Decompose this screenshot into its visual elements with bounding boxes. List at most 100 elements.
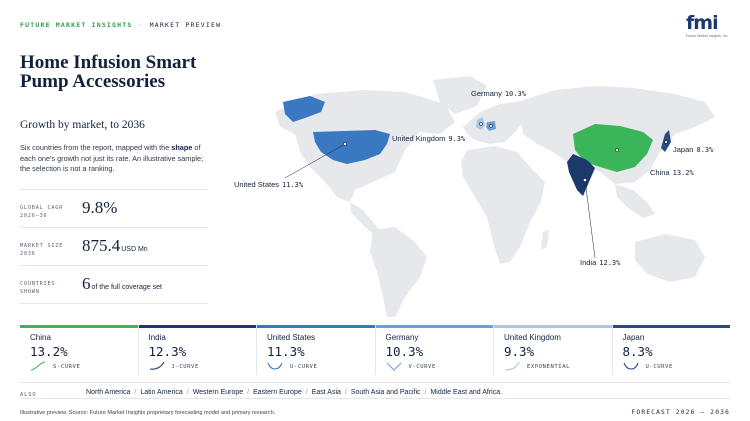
u-curve-icon	[622, 362, 639, 370]
description: Six countries from the report, mapped wi…	[20, 143, 204, 173]
india-marker	[583, 178, 587, 182]
header-separator: ·	[138, 21, 144, 29]
card-accent-bar	[612, 325, 730, 328]
country-card-india[interactable]: India 12.3% J-CURVE	[137, 325, 256, 375]
greenland-land	[433, 76, 487, 114]
map-label-pct: 11.3%	[282, 181, 304, 189]
region-link[interactable]: Middle East and Africa.	[430, 389, 503, 396]
country-card-japan[interactable]: Japan 8.3% U-CURVE	[611, 325, 730, 375]
map-label-japan: Japan 8.3%	[673, 145, 714, 154]
card-curve-type: EXPONENTIAL	[527, 364, 571, 370]
stat-label: COUNTRIES SHOWN	[20, 281, 56, 295]
africa-land	[461, 146, 545, 264]
south-america-land	[370, 227, 427, 317]
stats-divider	[20, 303, 208, 304]
u-curve-icon	[267, 362, 283, 370]
india-leader-line	[584, 179, 596, 259]
central-america-land	[350, 202, 380, 234]
header-bar: FUTURE MARKET INSIGHTS · MARKET PREVIEW	[20, 21, 221, 29]
country-card-uk[interactable]: United Kingdom 9.3% EXPONENTIAL	[493, 325, 612, 375]
card-accent-bar	[257, 325, 375, 328]
stat-unit: USD Mn	[121, 246, 148, 253]
country-card-germany[interactable]: Germany 10.3% V-CURVE	[374, 325, 493, 375]
country-cards: China 13.2% S-CURVE India 12.3% J-CURVE …	[20, 325, 730, 375]
uk-marker	[479, 122, 483, 126]
map-label-pct: 8.3%	[696, 146, 714, 154]
card-accent-bar	[20, 325, 138, 328]
fmi-logo: fmi Future Market Insights, Inc.	[686, 14, 730, 42]
page-subtitle: Growth by market, to 2036	[20, 119, 145, 131]
map-label-china: China 13.2%	[650, 168, 694, 177]
card-country-name: Japan	[622, 333, 645, 342]
map-label-uk: United Kingdom 9.3%	[392, 134, 466, 143]
card-accent-bar	[138, 325, 256, 328]
card-country-name: United States	[267, 333, 316, 342]
southeast-asia-land	[615, 184, 655, 218]
description-bold: shape	[171, 143, 193, 152]
exponential-curve-icon	[504, 361, 520, 371]
stat-value: 875.4USD Mn	[82, 236, 148, 255]
forecast-label: FORECAST 2026 – 2036	[631, 409, 730, 416]
s-curve-icon	[30, 361, 46, 371]
china-region[interactable]	[573, 124, 653, 172]
stat-value: 6of the full coverage set	[82, 274, 162, 293]
card-growth-rate: 12.3%	[148, 344, 187, 359]
also-label: ALSO	[20, 392, 37, 398]
page-title: Home Infusion Smart Pump Accessories	[20, 52, 197, 92]
world-map	[275, 76, 715, 317]
us-region[interactable]	[313, 130, 390, 164]
card-country-name: China	[30, 333, 51, 342]
card-growth-rate: 13.2%	[30, 344, 68, 359]
source-note: Illustrative preview. Source: Future Mar…	[20, 410, 276, 416]
us-marker	[343, 142, 347, 146]
card-growth-rate: 11.3%	[267, 344, 305, 359]
card-growth-rate: 9.3%	[504, 344, 535, 359]
card-country-name: India	[148, 333, 166, 342]
us-leader-line	[284, 143, 346, 179]
card-curve-type: U-CURVE	[290, 364, 318, 370]
india-region[interactable]	[567, 154, 595, 196]
country-markers	[343, 122, 668, 182]
alaska-region[interactable]	[283, 96, 325, 122]
china-marker	[615, 148, 619, 152]
card-accent-bar	[494, 325, 612, 328]
region-list: North America / Latin America / Western Euro…	[86, 389, 503, 396]
map-label-pct: 12.3%	[599, 259, 621, 267]
map-label-pct: 9.3%	[448, 135, 466, 143]
logo-subtitle: Future Market Insights, Inc.	[686, 34, 729, 38]
stat-label: GLOBAL CAGR 2026–36	[20, 205, 64, 219]
australia-land	[635, 234, 705, 282]
region-link[interactable]: South Asia and Pacific	[350, 389, 421, 396]
also-regions: ALSO North America / Latin America / Western…	[20, 382, 730, 398]
card-curve-type: V-CURVE	[408, 364, 436, 370]
v-curve-icon	[386, 362, 401, 371]
stat-market-size: MARKET SIZE 2036 875.4USD Mn	[20, 227, 208, 265]
map-label-pct: 13.2%	[672, 169, 694, 177]
stat-global-cagr: GLOBAL CAGR 2026–36 9.8%	[20, 189, 208, 227]
germany-marker	[489, 124, 493, 128]
card-growth-rate: 10.3%	[385, 344, 424, 359]
map-label-us: United States 11.3%	[234, 180, 304, 189]
footer: Illustrative preview. Source: Future Mar…	[20, 398, 730, 416]
card-growth-rate: 8.3%	[622, 344, 653, 359]
section-label: MARKET PREVIEW	[149, 21, 222, 29]
region-link[interactable]: Eastern Europe	[253, 389, 302, 396]
stat-countries-shown: COUNTRIES SHOWN 6of the full coverage se…	[20, 265, 208, 303]
j-curve-icon	[149, 361, 164, 370]
card-country-name: Germany	[385, 333, 419, 342]
country-card-us[interactable]: United States 11.3% U-CURVE	[256, 325, 375, 375]
brand-name: FUTURE MARKET INSIGHTS	[20, 21, 133, 29]
card-curve-type: J-CURVE	[171, 364, 199, 370]
card-country-name: United Kingdom	[504, 333, 561, 342]
stat-label: MARKET SIZE 2036	[20, 243, 64, 257]
country-card-china[interactable]: China 13.2% S-CURVE	[20, 325, 138, 375]
region-link[interactable]: Latin America	[140, 389, 183, 396]
region-link[interactable]: Western Europe	[192, 389, 244, 396]
region-link[interactable]: East Asia	[311, 389, 341, 396]
region-link[interactable]: North America	[86, 389, 131, 396]
stat-value: 9.8%	[82, 198, 118, 217]
logo-mark: fmi	[686, 12, 719, 34]
land-masses	[275, 76, 715, 317]
stat-unit: of the full coverage set	[91, 284, 162, 291]
map-label-pct: 10.3%	[504, 90, 526, 98]
